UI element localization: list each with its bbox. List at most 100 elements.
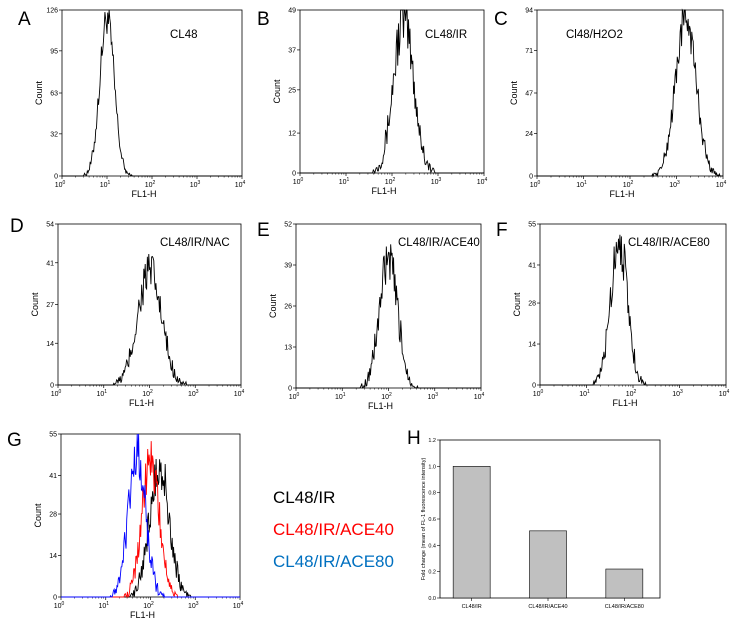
x-tick-exponent: 3 bbox=[196, 601, 199, 607]
x-tick-label: CL48/IR/ACE80 bbox=[605, 604, 644, 610]
x-tick-label: 104 bbox=[234, 389, 245, 398]
x-axis-label: FL1-H bbox=[368, 401, 393, 411]
x-tick-label: 104 bbox=[235, 180, 246, 189]
x-tick-base: 10 bbox=[98, 603, 106, 610]
x-axis-label: FL1-H bbox=[131, 189, 156, 199]
y-tick-label: 0 bbox=[532, 383, 536, 390]
x-tick-exponent: 4 bbox=[724, 180, 727, 186]
x-tick-exponent: 1 bbox=[584, 180, 587, 186]
x-tick-exponent: 1 bbox=[587, 389, 590, 395]
y-tick-label: 55 bbox=[528, 222, 536, 229]
y-tick-label: 0 bbox=[50, 383, 54, 390]
x-tick-base: 10 bbox=[381, 394, 389, 401]
panel-letter: C bbox=[494, 9, 508, 30]
x-tick-label: 102 bbox=[142, 389, 153, 398]
y-tick-label: 49 bbox=[288, 8, 296, 15]
histogram-trace bbox=[62, 9, 242, 177]
y-tick-label: 25 bbox=[288, 87, 296, 94]
y-tick-label: 0.2 bbox=[428, 570, 436, 576]
y-tick-label: 27 bbox=[46, 302, 54, 309]
panel-h: H 0.0 0.2 0.4 0.6 0.8 1.0 1.2 CL48/IR CL48/IR/ACE… bbox=[407, 428, 661, 610]
x-axis-label: FL1-H bbox=[130, 610, 155, 620]
x-tick-label: 101 bbox=[579, 389, 590, 398]
y-tick-label: 1.2 bbox=[428, 438, 436, 444]
histogram-trace bbox=[300, 9, 484, 175]
x-tick-label: 103 bbox=[669, 180, 680, 189]
y-tick-label: 37 bbox=[288, 47, 296, 54]
x-tick-exponent: 2 bbox=[153, 180, 156, 186]
y-tick-label: 71 bbox=[525, 48, 533, 55]
panel-title: CL48/IR/ACE40 bbox=[398, 237, 480, 249]
y-tick-label: 63 bbox=[50, 91, 58, 98]
y-tick-label: 0.6 bbox=[428, 517, 436, 523]
x-tick-exponent: 1 bbox=[347, 177, 350, 183]
x-tick-base: 10 bbox=[51, 391, 59, 398]
x-tick-base: 10 bbox=[55, 182, 63, 189]
x-tick-label: 102 bbox=[626, 389, 637, 398]
x-tick-label: 100 bbox=[530, 180, 541, 189]
y-axis-label: Fold change (mean of FL-1 fluorescence i… bbox=[421, 458, 427, 581]
y-tick-label: 0.4 bbox=[428, 543, 436, 549]
legend-item-cl48-ir-ace40: CL48/IR/ACE40 bbox=[273, 520, 394, 539]
bar bbox=[605, 568, 644, 599]
x-tick-exponent: 1 bbox=[106, 601, 109, 607]
x-tick-exponent: 4 bbox=[727, 389, 730, 395]
x-tick-label: 103 bbox=[188, 601, 199, 610]
panel-letter: E bbox=[257, 220, 270, 241]
x-tick-label: 103 bbox=[190, 180, 201, 189]
y-tick-label: 1.0 bbox=[428, 464, 436, 470]
panel-letter: A bbox=[18, 9, 31, 30]
x-tick-base: 10 bbox=[716, 182, 724, 189]
x-tick-exponent: 2 bbox=[150, 389, 153, 395]
panel-letter: F bbox=[496, 220, 508, 241]
panel-letter: H bbox=[407, 428, 421, 449]
x-tick-exponent: 3 bbox=[435, 392, 438, 398]
x-tick-base: 10 bbox=[626, 391, 634, 398]
y-tick-label: 39 bbox=[284, 263, 292, 270]
x-tick-label: 102 bbox=[623, 180, 634, 189]
y-tick-label: 26 bbox=[284, 304, 292, 311]
x-tick-label: 104 bbox=[716, 180, 727, 189]
plot-frame-C bbox=[536, 9, 724, 177]
x-tick-base: 10 bbox=[339, 179, 347, 186]
histogram-trace bbox=[296, 244, 481, 389]
y-tick-label: 55 bbox=[49, 432, 57, 439]
histogram-trace bbox=[540, 234, 726, 386]
x-tick-base: 10 bbox=[142, 391, 150, 398]
y-tick-label: 14 bbox=[528, 342, 536, 349]
x-tick-label: 101 bbox=[576, 180, 587, 189]
y-tick-label: 24 bbox=[525, 131, 533, 138]
x-tick-base: 10 bbox=[533, 391, 541, 398]
panel-title: CL48/IR bbox=[425, 29, 467, 41]
x-tick-label: 100 bbox=[293, 177, 304, 186]
y-tick-label: 0 bbox=[529, 174, 533, 181]
x-tick-label: 101 bbox=[98, 601, 109, 610]
x-tick-exponent: 3 bbox=[677, 180, 680, 186]
y-axis-label: Count bbox=[268, 294, 278, 319]
y-tick-label: 28 bbox=[528, 301, 536, 308]
x-tick-exponent: 4 bbox=[241, 601, 244, 607]
y-tick-label: 95 bbox=[50, 48, 58, 55]
y-axis-label: Count bbox=[33, 503, 43, 528]
x-tick-exponent: 0 bbox=[59, 389, 62, 395]
y-tick-label: 41 bbox=[49, 473, 57, 480]
x-tick-label: 103 bbox=[431, 177, 442, 186]
x-tick-base: 10 bbox=[190, 182, 198, 189]
x-tick-label: 104 bbox=[474, 392, 485, 401]
x-tick-base: 10 bbox=[234, 391, 242, 398]
x-tick-exponent: 2 bbox=[634, 389, 637, 395]
panel-letter: D bbox=[10, 216, 24, 237]
y-tick-label: 28 bbox=[49, 512, 57, 519]
y-tick-label: 94 bbox=[525, 8, 533, 15]
x-tick-label: 101 bbox=[335, 392, 346, 401]
x-tick-exponent: 0 bbox=[63, 180, 66, 186]
x-tick-exponent: 3 bbox=[439, 177, 442, 183]
histogram-trace bbox=[537, 8, 723, 178]
panel-title: Cl48/H2O2 bbox=[566, 29, 623, 41]
x-tick-label: CL48/IR bbox=[462, 604, 482, 610]
x-tick-base: 10 bbox=[143, 603, 151, 610]
x-tick-base: 10 bbox=[145, 182, 153, 189]
x-tick-base: 10 bbox=[188, 603, 196, 610]
